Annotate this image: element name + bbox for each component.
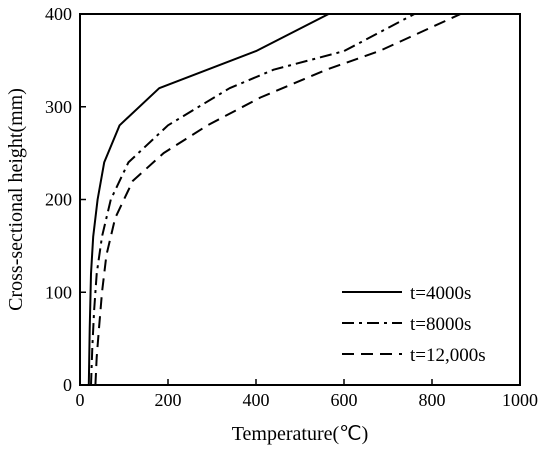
x-tick-label: 200 <box>155 390 182 410</box>
legend-label: t=12,000s <box>410 345 486 366</box>
y-tick-label: 200 <box>45 190 72 210</box>
x-tick-label: 0 <box>76 390 85 410</box>
series-line-3 <box>94 14 462 385</box>
x-tick-label: 600 <box>331 390 358 410</box>
legend-label: t=8000s <box>410 314 471 335</box>
y-tick-label: 0 <box>63 375 72 395</box>
y-tick-label: 400 <box>45 4 72 24</box>
legend-label: t=4000s <box>410 283 471 304</box>
ticks-layer: 0 200 400 600 800 1000 0 100 200 300 400 <box>45 4 538 410</box>
x-axis-title: Temperature(℃) <box>232 423 369 445</box>
x-tick-label: 1000 <box>502 390 538 410</box>
y-tick-label: 100 <box>45 282 72 302</box>
series-line-2 <box>90 14 415 385</box>
legend: t=4000s t=8000s t=12,000s <box>342 283 486 366</box>
x-tick-label: 400 <box>243 390 270 410</box>
series-layer <box>87 14 462 385</box>
x-tick-label: 800 <box>419 390 446 410</box>
y-axis-title: Cross-sectional height(mm) <box>5 88 27 311</box>
series-line-1 <box>87 14 330 385</box>
y-tick-label: 300 <box>45 97 72 117</box>
